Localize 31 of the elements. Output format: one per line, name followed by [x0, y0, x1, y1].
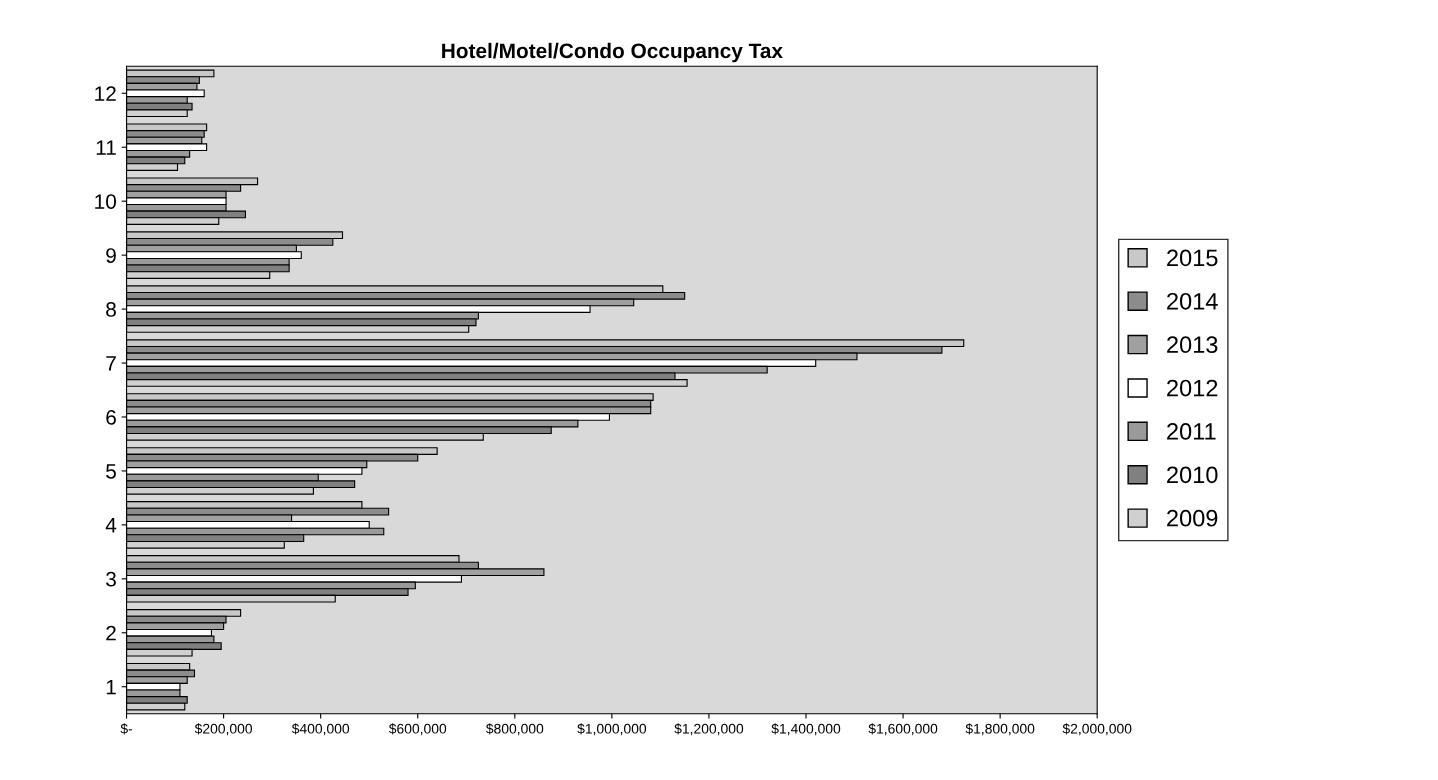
legend-label: 2012 — [1167, 379, 1218, 397]
y-tick-label: 11 — [96, 140, 116, 155]
legend-label: 2013 — [1167, 336, 1218, 354]
y-tick-label: 2 — [106, 625, 116, 641]
y-tick-label: 4 — [105, 518, 117, 533]
legend-label: 2015 — [1167, 249, 1218, 267]
y-tick-label: 12 — [95, 86, 116, 101]
x-tick-label: $2,000,000 — [1062, 723, 1132, 736]
x-tick-label: $1,200,000 — [674, 723, 744, 736]
x-tick-label: $- — [120, 723, 133, 735]
x-tick-label: $1,400,000 — [771, 723, 841, 736]
y-tick-label: 8 — [106, 302, 116, 317]
legend-label: 2011 — [1167, 423, 1216, 440]
y-tick-label: 7 — [106, 356, 116, 371]
chart-title: Hotel/Motel/Condo Occupancy Tax — [442, 42, 783, 63]
x-tick-label: $800,000 — [485, 723, 544, 736]
x-tick-label: $1,800,000 — [965, 723, 1035, 736]
legend-label: 2010 — [1167, 466, 1218, 484]
y-tick-label: 3 — [106, 571, 116, 587]
y-tick-label: 5 — [106, 464, 116, 479]
x-tick-label: $600,000 — [388, 723, 447, 736]
x-tick-label: $200,000 — [194, 723, 253, 736]
y-tick-label: 1 — [106, 679, 116, 695]
y-tick-label: 10 — [95, 194, 117, 209]
legend-label: 2009 — [1167, 509, 1218, 527]
x-tick-label: $1,000,000 — [577, 723, 647, 736]
y-tick-label: 6 — [106, 409, 116, 425]
x-tick-label: $1,600,000 — [868, 723, 938, 736]
x-tick-label: $400,000 — [291, 723, 350, 736]
y-tick-label: 9 — [106, 248, 116, 263]
legend-label: 2014 — [1167, 292, 1218, 310]
